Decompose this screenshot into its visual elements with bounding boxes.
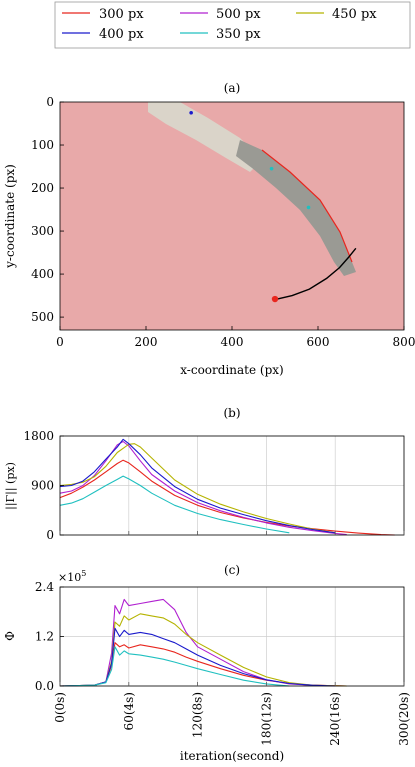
panel-b-series: [59, 438, 395, 536]
legend-label-300: 300 px: [99, 7, 144, 22]
panel-a-axes: 0 200 400 600 800 0 100 200 300 400 500: [31, 95, 415, 349]
target-point: [271, 295, 279, 303]
panel-a-ytick-label: 100: [31, 138, 54, 152]
panel-c-xlabel: iteration(second): [180, 749, 284, 763]
panel-b-grid: [59, 435, 405, 536]
panel-a-xtick-label: 400: [221, 335, 244, 349]
panel-c-series-line-4: [59, 646, 290, 687]
legend-label-500: 500 px: [216, 7, 261, 22]
panel-c-ylabel: Φ: [3, 631, 17, 641]
panel-b-axes: 0 900 1800: [23, 429, 405, 542]
panel-c-xtick-label: 120(8s): [191, 692, 205, 738]
panel-a: (a) 0 200 400 600 800 0 100 200 300 400 500 x-coor…: [3, 81, 415, 377]
panel-a-xtick-label: 200: [135, 335, 158, 349]
panel-c-ytick-label: 2.4: [35, 580, 54, 594]
panel-a-ytick-label: 300: [31, 224, 54, 238]
panel-a-image: [60, 102, 404, 330]
panel-a-xtick-label: 0: [56, 335, 64, 349]
panel-c-xtick-label: 60(4s): [122, 692, 136, 730]
multiplier-exponent: 5: [81, 569, 86, 578]
panel-b-series-line-1: [59, 440, 347, 536]
panel-c-axes: 0(0s) 60(4s) 120(8s) 180(12s) 240(16s) 300(20…: [35, 580, 411, 746]
panel-c-xtick-label: 180(12s): [259, 692, 273, 746]
tube-marker-2: [306, 205, 311, 210]
tube-marker-1: [269, 166, 274, 171]
tube-marker-0: [189, 110, 193, 115]
panel-a-xtick-label: 600: [307, 335, 330, 349]
panel-b: (b) 0 900 1800 ||Γ|| (px): [4, 406, 405, 542]
panel-c-ytick-label: 0.0: [35, 679, 54, 693]
panel-b-series-line-2: [59, 443, 336, 534]
legend-box: [54, 1, 411, 49]
panel-b-series-line-3: [59, 438, 336, 534]
panel-a-ytick-label: 200: [31, 181, 54, 195]
panel-b-ytick-label: 0: [46, 528, 54, 542]
panel-c-series-line-0: [59, 642, 347, 687]
trajectory-line: [276, 247, 357, 300]
tube-body: [236, 140, 356, 276]
panel-c-label: (c): [224, 563, 240, 577]
panel-c-multiplier: ×105: [58, 569, 86, 584]
panel-b-series-line-4: [59, 475, 290, 534]
panel-a-label: (a): [224, 81, 241, 95]
panel-c-series-line-1: [59, 598, 347, 687]
panel-b-ytick-label: 900: [31, 479, 54, 493]
panel-c-xtick-label: 300(20s): [397, 692, 411, 746]
legend-label-400: 400 px: [99, 27, 144, 42]
legend-label-350: 350 px: [216, 27, 261, 42]
panel-c-series-line-3: [59, 627, 336, 687]
panel-a-ylabel: y-coordinate (px): [3, 164, 17, 269]
panel-b-ylabel: ||Γ|| (px): [4, 462, 18, 510]
panel-a-overlay: [189, 110, 357, 303]
panel-c-xtick-label: 0(0s): [53, 692, 67, 723]
panel-a-ytick-label: 0: [46, 95, 54, 109]
panel-c: (c) ×105 0(0s) 60(4s) 120(8s) 180(12s) 240(1…: [3, 563, 411, 763]
panel-a-xlabel: x-coordinate (px): [180, 363, 283, 377]
panel-a-ytick-label: 400: [31, 267, 54, 281]
panel-c-grid: [59, 586, 405, 687]
panel-c-xtick-label: 240(16s): [328, 692, 342, 746]
panel-a-ytick-label: 500: [31, 310, 54, 324]
multiplier-base: ×10: [58, 571, 81, 584]
legend: 300 px 500 px 450 px 400 px 350 px: [54, 1, 411, 49]
legend-label-450: 450 px: [332, 7, 377, 22]
tube-light-section: [148, 102, 262, 172]
panel-b-series-line-0: [59, 459, 395, 536]
panel-c-ytick-label: 1.2: [35, 630, 54, 644]
tube-edge-red: [261, 149, 353, 263]
panel-a-xtick-label: 800: [393, 335, 415, 349]
panel-b-label: (b): [223, 406, 240, 420]
panel-b-ytick-label: 1800: [23, 429, 54, 443]
panel-c-series: [59, 598, 347, 687]
